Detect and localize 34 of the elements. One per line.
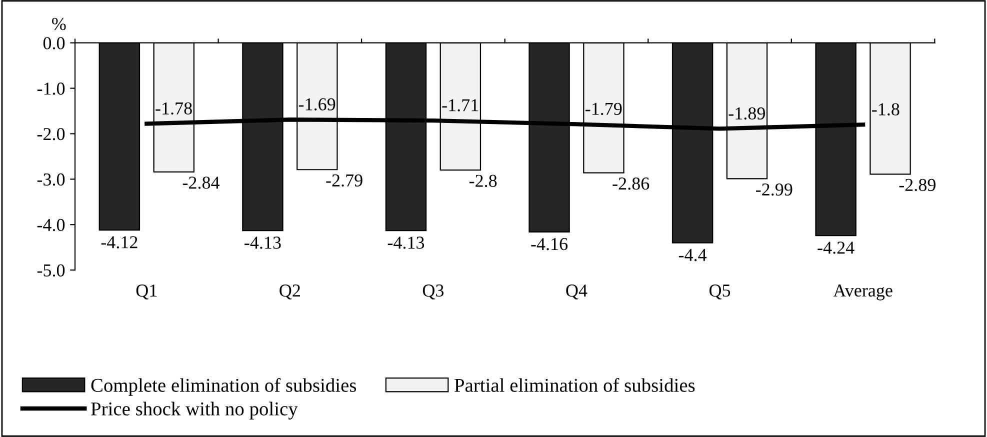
y-tick-label: 0.0 <box>43 37 65 50</box>
data-label: -1.78 <box>156 102 192 115</box>
data-label: -2.8 <box>469 174 497 188</box>
x-tick-label: Q4 <box>566 284 588 300</box>
legend-label: Price shock with no policy <box>91 402 298 420</box>
data-label: -2.86 <box>612 177 650 190</box>
x-tick-label: Average <box>833 284 892 300</box>
data-label: -4.13 <box>388 236 424 249</box>
x-tick-label: Q1 <box>136 284 157 300</box>
x-tick-label: Q5 <box>709 284 730 300</box>
data-label: -4.16 <box>531 238 568 250</box>
data-label: -4.24 <box>818 242 854 254</box>
data-label: -2.79 <box>326 174 362 187</box>
data-label: -1.71 <box>442 99 478 112</box>
data-label: -1.89 <box>728 107 765 120</box>
y-tick-label: -5.0 <box>37 264 65 277</box>
data-label: -2.84 <box>182 176 220 189</box>
x-tick-label: Q2 <box>280 284 300 300</box>
y-tick-label: -1.0 <box>37 82 65 95</box>
y-tick-label: -2.0 <box>37 128 65 140</box>
y-axis-title: % <box>52 18 66 30</box>
data-label: -4.12 <box>101 236 138 248</box>
y-tick-label: -4.0 <box>37 218 65 232</box>
data-label: -4.4 <box>678 248 707 262</box>
legend-label: Partial elimination of subsidies <box>454 378 695 392</box>
data-label: -1.79 <box>585 102 622 116</box>
data-label: -1.8 <box>872 103 900 116</box>
data-label: -2.89 <box>899 178 936 192</box>
data-label: -2.99 <box>756 183 792 196</box>
x-tick-label: Q3 <box>422 284 444 300</box>
data-label: -4.13 <box>244 236 281 249</box>
y-tick-label: -3.0 <box>37 173 65 186</box>
data-label: -1.69 <box>298 98 336 110</box>
legend-label: Complete elimination of subsidies <box>91 378 356 396</box>
